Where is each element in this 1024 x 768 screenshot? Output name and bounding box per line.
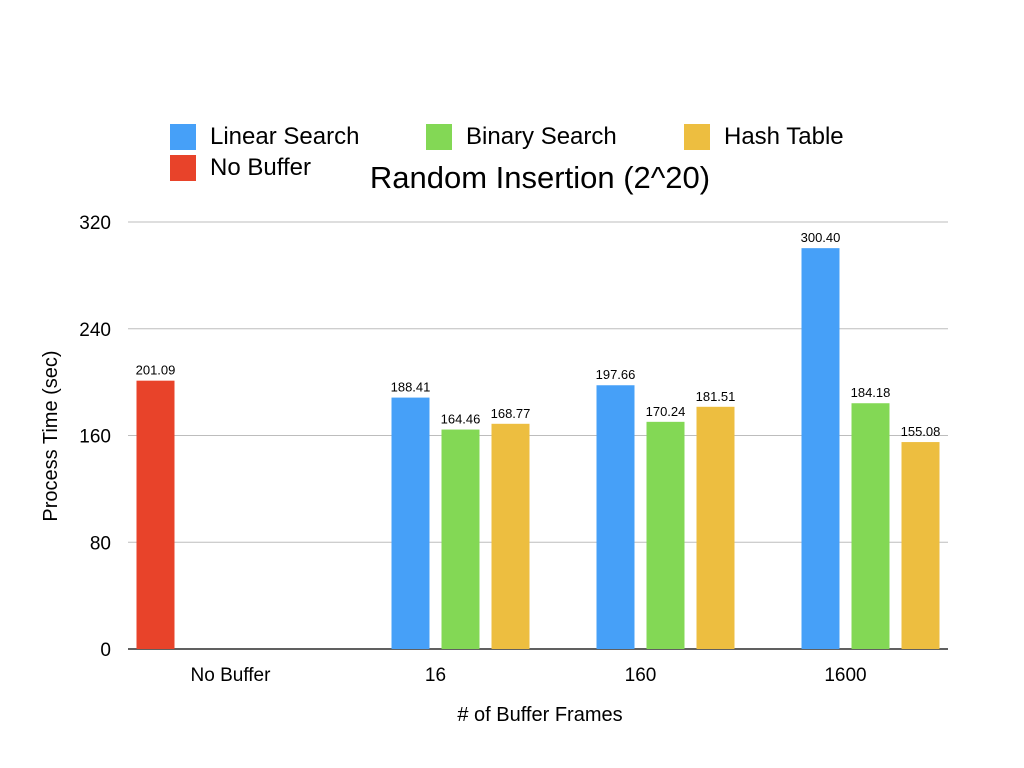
bar-no-buffer-no-buffer	[136, 380, 175, 649]
legend-swatch-hash-table	[684, 124, 710, 150]
x-axis-label: # of Buffer Frames	[457, 704, 622, 726]
bar-hash-table-1600	[901, 442, 940, 649]
x-tick-label: 160	[625, 665, 657, 686]
bar-value-label: 201.09	[136, 363, 176, 378]
y-tick-label: 320	[79, 213, 111, 234]
y-tick-label: 160	[79, 427, 111, 448]
bar-value-label: 155.08	[901, 424, 941, 439]
x-tick-label: No Buffer	[191, 665, 272, 686]
bar-value-label: 164.46	[441, 412, 481, 427]
x-tick-label: 16	[425, 665, 446, 686]
legend-swatch-linear-search	[170, 124, 196, 150]
legend-label-no-buffer: No Buffer	[210, 154, 311, 181]
bar-value-label: 168.77	[491, 406, 531, 421]
bar-binary-search-16	[441, 429, 480, 649]
bar-binary-search-1600	[851, 403, 890, 649]
legend-label-linear-search: Linear Search	[210, 123, 360, 150]
bar-linear-search-16	[391, 397, 430, 649]
legend-item-no-buffer: No Buffer	[170, 153, 311, 183]
bar-value-label: 300.40	[801, 230, 841, 245]
legend-item-linear-search: Linear Search	[170, 122, 359, 152]
bar-value-label: 188.41	[391, 380, 431, 395]
y-tick-label: 0	[100, 640, 111, 661]
y-tick-label: 80	[90, 533, 111, 554]
bar-hash-table-160	[696, 406, 735, 649]
bar-hash-table-16	[491, 423, 530, 649]
bar-linear-search-1600	[801, 248, 840, 649]
bar-binary-search-160	[646, 421, 685, 649]
x-axis-ticks: No Buffer 16 160 1600	[191, 665, 867, 686]
y-axis-label: Process Time (sec)	[40, 350, 62, 521]
y-tick-label: 240	[79, 320, 111, 341]
bar-value-label: 197.66	[596, 367, 636, 382]
bar-value-label: 181.51	[696, 389, 736, 404]
bar-value-label: 170.24	[646, 404, 686, 419]
y-axis-ticks: 0 80 160 240 320	[79, 213, 111, 661]
bar-linear-search-160	[596, 385, 635, 649]
chart-title: Random Insertion (2^20)	[370, 160, 710, 195]
legend-swatch-binary-search	[426, 124, 452, 150]
legend-item-hash-table: Hash Table	[684, 122, 844, 152]
bar-value-label: 184.18	[851, 385, 891, 400]
bars	[136, 248, 940, 649]
legend-swatch-no-buffer	[170, 155, 196, 181]
legend-label-hash-table: Hash Table	[724, 123, 844, 150]
bar-value-labels: 201.09 188.41 164.46 168.77 197.66 170.24 181.…	[136, 230, 941, 439]
legend-item-binary-search: Binary Search	[426, 122, 617, 152]
x-tick-label: 1600	[824, 665, 866, 686]
legend-label-binary-search: Binary Search	[466, 123, 617, 150]
